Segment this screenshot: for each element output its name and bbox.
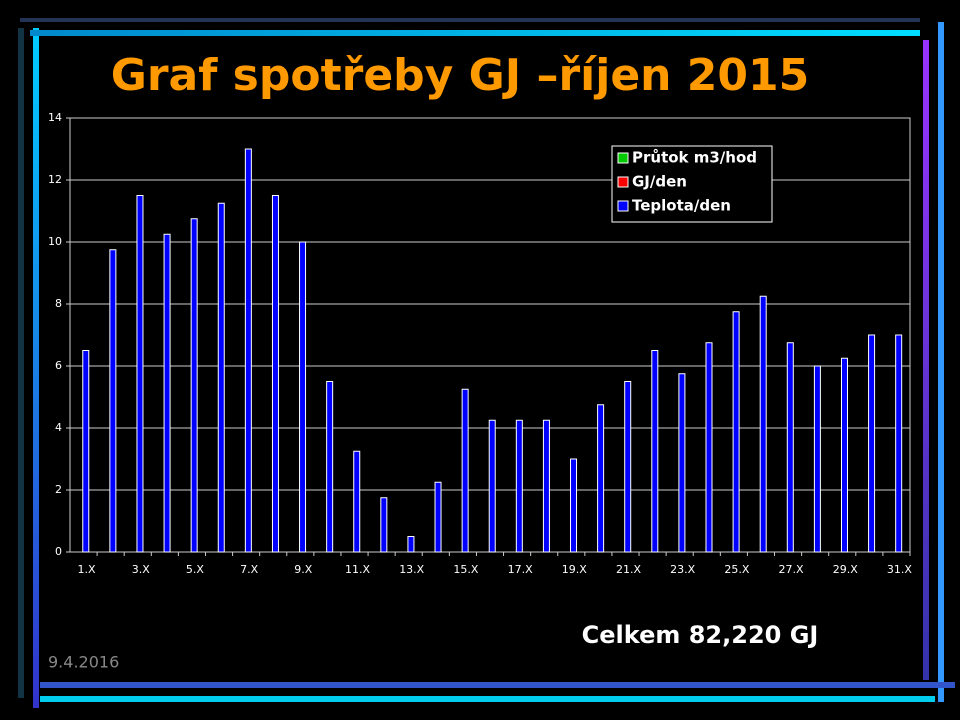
x-tick-label: 9.X (294, 563, 312, 576)
x-tick-label: 21.X (616, 563, 641, 576)
chart-title: Graf spotřeby GJ –říjen 2015 (111, 50, 810, 101)
bar (488, 419, 496, 553)
x-tick-label: 23.X (670, 563, 695, 576)
legend-label: Průtok m3/hod (632, 149, 757, 167)
bar (163, 233, 171, 553)
bar (570, 458, 578, 553)
bar (461, 388, 469, 553)
decor (33, 28, 39, 708)
x-tick-label: 5.X (186, 563, 204, 576)
bar (813, 365, 821, 553)
bar (434, 481, 442, 553)
bar (840, 357, 848, 553)
y-tick-label: 2 (55, 483, 62, 496)
bar (136, 195, 144, 553)
x-tick-label: 1.X (78, 563, 96, 576)
x-tick-label: 19.X (562, 563, 587, 576)
bar (244, 148, 252, 553)
y-tick-label: 12 (48, 173, 62, 186)
bar (597, 404, 605, 553)
bar (651, 350, 659, 553)
x-tick-label: 27.X (779, 563, 804, 576)
bar (515, 419, 523, 553)
bar (109, 249, 117, 553)
legend-label: Teplota/den (632, 197, 731, 215)
x-tick-label: 31.X (887, 563, 912, 576)
legend-swatch (617, 176, 629, 188)
bar (705, 342, 713, 553)
decor (938, 22, 944, 702)
decor (40, 682, 955, 688)
x-tick-label: 17.X (508, 563, 533, 576)
bar (732, 311, 740, 553)
bar (299, 241, 307, 553)
date: 9.4.2016 (48, 653, 119, 672)
bar (542, 419, 550, 553)
bar (624, 381, 632, 553)
decor (20, 18, 920, 22)
x-tick-label: 29.X (833, 563, 858, 576)
x-tick-label: 15.X (453, 563, 478, 576)
x-tick-label: 7.X (240, 563, 258, 576)
total: Celkem 82,220 GJ (582, 621, 819, 649)
bar (786, 342, 794, 553)
decor (923, 40, 929, 680)
bar (678, 373, 686, 553)
legend-swatch (617, 152, 629, 164)
bar (190, 218, 198, 553)
bar (271, 195, 279, 553)
legend-box (611, 145, 773, 223)
y-tick-label: 6 (55, 359, 62, 372)
x-tick-label: 3.X (132, 563, 150, 576)
bar (759, 295, 767, 553)
bar (353, 450, 361, 553)
x-tick-label: 13.X (399, 563, 424, 576)
y-tick-label: 14 (48, 111, 62, 124)
bar (217, 202, 225, 553)
y-tick-label: 0 (55, 545, 62, 558)
bar (82, 350, 90, 553)
bar (868, 334, 876, 553)
legend-label: GJ/den (632, 173, 687, 191)
decor (40, 696, 935, 702)
bar (380, 497, 388, 553)
bar (895, 334, 903, 553)
y-tick-label: 10 (48, 235, 62, 248)
decor (18, 28, 24, 698)
x-tick-label: 11.X (345, 563, 370, 576)
decor (30, 30, 920, 36)
y-tick-label: 4 (55, 421, 62, 434)
bar (407, 536, 415, 553)
bar (326, 381, 334, 553)
x-tick-label: 25.X (724, 563, 749, 576)
y-tick-label: 8 (55, 297, 62, 310)
legend-swatch (617, 200, 629, 212)
